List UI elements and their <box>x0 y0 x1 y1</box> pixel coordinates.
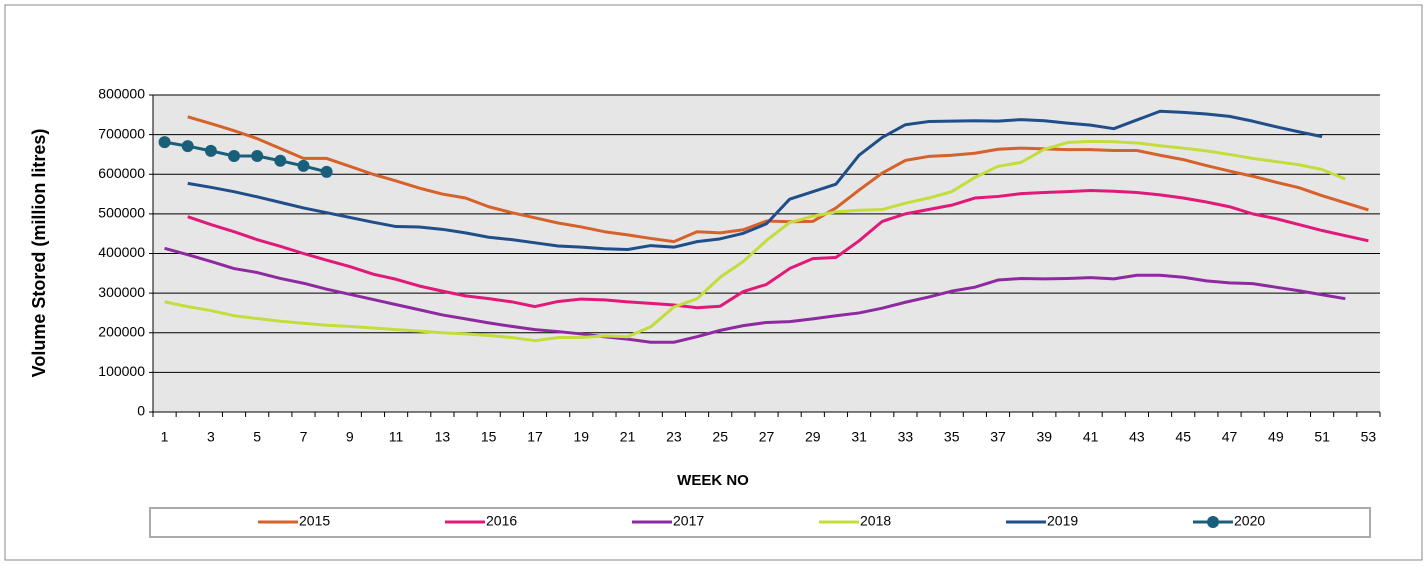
x-tick-label: 45 <box>1175 429 1191 445</box>
legend-label: 2015 <box>299 513 330 529</box>
x-tick-label: 37 <box>990 429 1006 445</box>
data-point <box>297 159 310 172</box>
x-tick-label: 21 <box>620 429 636 445</box>
x-tick-label: 29 <box>805 429 821 445</box>
x-tick-label: 23 <box>666 429 682 445</box>
x-tick-label: 15 <box>481 429 497 445</box>
data-point <box>181 140 194 153</box>
series-line <box>187 188 1369 310</box>
y-tick-label: 400000 <box>98 244 145 260</box>
y-tick-label: 300000 <box>98 284 145 300</box>
x-tick-label: 47 <box>1222 429 1238 445</box>
series-line <box>187 109 1323 252</box>
x-axis-title: WEEK NO <box>677 472 749 489</box>
legend-box <box>149 507 1371 538</box>
x-tick-label: 1 <box>161 429 169 445</box>
x-tick-label: 49 <box>1268 429 1284 445</box>
data-point <box>158 136 171 149</box>
legend-label: 2016 <box>486 513 517 529</box>
data-point <box>320 165 333 178</box>
x-tick-label: 41 <box>1083 429 1099 445</box>
legend-label: 2017 <box>673 513 704 529</box>
series-line <box>164 139 1346 343</box>
y-tick-label: 100000 <box>98 363 145 379</box>
data-point <box>228 150 241 163</box>
y-tick-label: 200000 <box>98 323 145 339</box>
y-tick-label: 600000 <box>98 165 145 181</box>
data-point <box>251 150 264 163</box>
x-tick-label: 31 <box>851 429 867 445</box>
legend-label: 2018 <box>860 513 891 529</box>
series-line <box>187 115 1369 244</box>
legend-label: 2020 <box>1234 513 1265 529</box>
x-tick-label: 3 <box>207 429 215 445</box>
x-tick-label: 9 <box>346 429 354 445</box>
y-axis-title: Volume Stored (million litres) <box>29 129 49 378</box>
x-tick-label: 43 <box>1129 429 1145 445</box>
legend-label: 2019 <box>1047 513 1078 529</box>
y-tick-label: 800000 <box>98 86 145 102</box>
x-tick-label: 35 <box>944 429 960 445</box>
x-tick-label: 7 <box>300 429 308 445</box>
y-tick-label: 500000 <box>98 205 145 221</box>
series-line <box>164 246 1346 344</box>
x-tick-label: 13 <box>435 429 451 445</box>
x-tick-label: 53 <box>1361 429 1377 445</box>
y-tick-label: 0 <box>137 403 145 419</box>
x-tick-label: 39 <box>1037 429 1053 445</box>
data-point <box>274 154 287 167</box>
x-tick-label: 33 <box>898 429 914 445</box>
x-tick-label: 19 <box>574 429 590 445</box>
x-tick-label: 17 <box>527 429 543 445</box>
y-tick-label: 700000 <box>98 125 145 141</box>
x-tick-label: 5 <box>253 429 261 445</box>
data-point <box>204 144 217 157</box>
x-tick-label: 27 <box>759 429 775 445</box>
x-tick-label: 25 <box>712 429 728 445</box>
legend-marker <box>1207 516 1219 528</box>
x-tick-label: 11 <box>389 429 404 445</box>
x-tick-label: 51 <box>1314 429 1330 445</box>
